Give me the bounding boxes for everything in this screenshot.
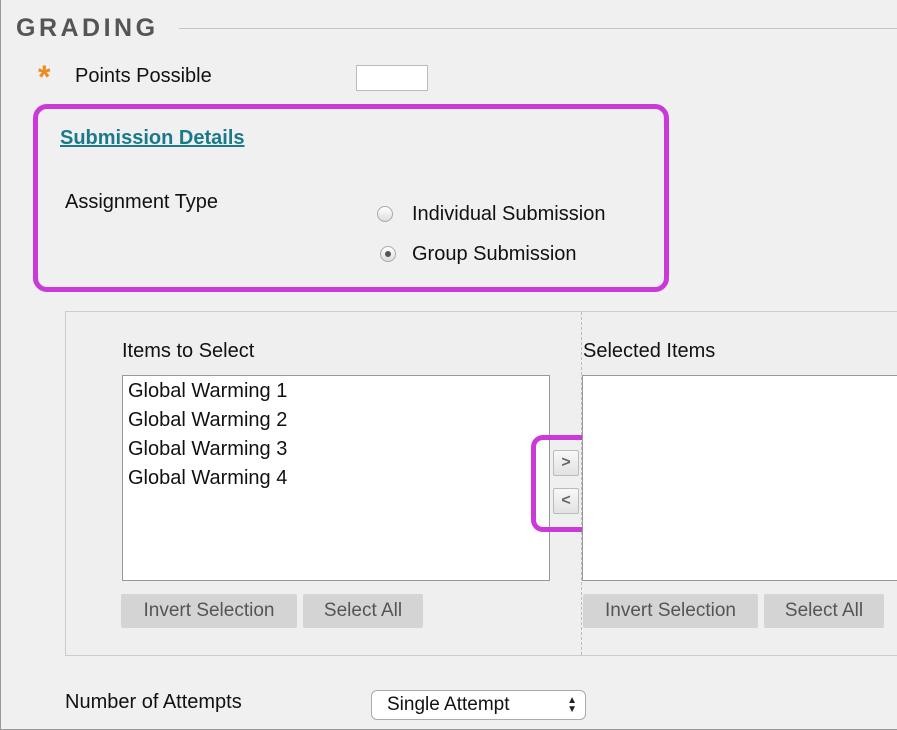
move-right-button[interactable]: > bbox=[553, 450, 579, 476]
section-divider bbox=[179, 28, 897, 29]
radio-individual-submission[interactable] bbox=[377, 206, 393, 222]
selected-items-list[interactable] bbox=[582, 375, 897, 581]
points-possible-label: Points Possible bbox=[75, 65, 212, 87]
radio-group-submission[interactable] bbox=[380, 246, 396, 262]
items-to-select-list[interactable]: Global Warming 1 Global Warming 2 Global… bbox=[122, 375, 550, 581]
individual-submission-label[interactable]: Individual Submission bbox=[412, 203, 606, 225]
submission-details-link[interactable]: Submission Details bbox=[60, 127, 245, 149]
invert-selection-button-right[interactable]: Invert Selection bbox=[583, 594, 758, 628]
picker-divider bbox=[581, 312, 582, 655]
group-submission-label[interactable]: Group Submission bbox=[412, 243, 577, 265]
assignment-type-label: Assignment Type bbox=[65, 191, 219, 213]
highlight-box-submission bbox=[33, 104, 669, 292]
list-item[interactable]: Global Warming 4 bbox=[128, 467, 288, 489]
section-title: GRADING bbox=[16, 14, 159, 42]
invert-selection-button-left[interactable]: Invert Selection bbox=[121, 594, 297, 628]
list-item[interactable]: Global Warming 1 bbox=[128, 380, 288, 402]
select-all-button-left[interactable]: Select All bbox=[303, 594, 423, 628]
points-possible-input[interactable] bbox=[356, 65, 428, 91]
items-to-select-header: Items to Select bbox=[122, 340, 255, 362]
selected-items-header: Selected Items bbox=[583, 340, 716, 362]
number-of-attempts-select[interactable]: Single Attempt ▲ ▼ bbox=[371, 690, 586, 720]
list-item[interactable]: Global Warming 3 bbox=[128, 438, 288, 460]
list-item[interactable]: Global Warming 2 bbox=[128, 409, 288, 431]
number-of-attempts-label: Number of Attempts bbox=[65, 691, 242, 713]
select-all-button-right[interactable]: Select All bbox=[764, 594, 884, 628]
required-icon: * bbox=[38, 59, 51, 95]
attempts-selected-value: Single Attempt bbox=[387, 694, 510, 715]
move-left-button[interactable]: < bbox=[553, 488, 579, 514]
select-updown-icon: ▲ ▼ bbox=[567, 695, 577, 715]
